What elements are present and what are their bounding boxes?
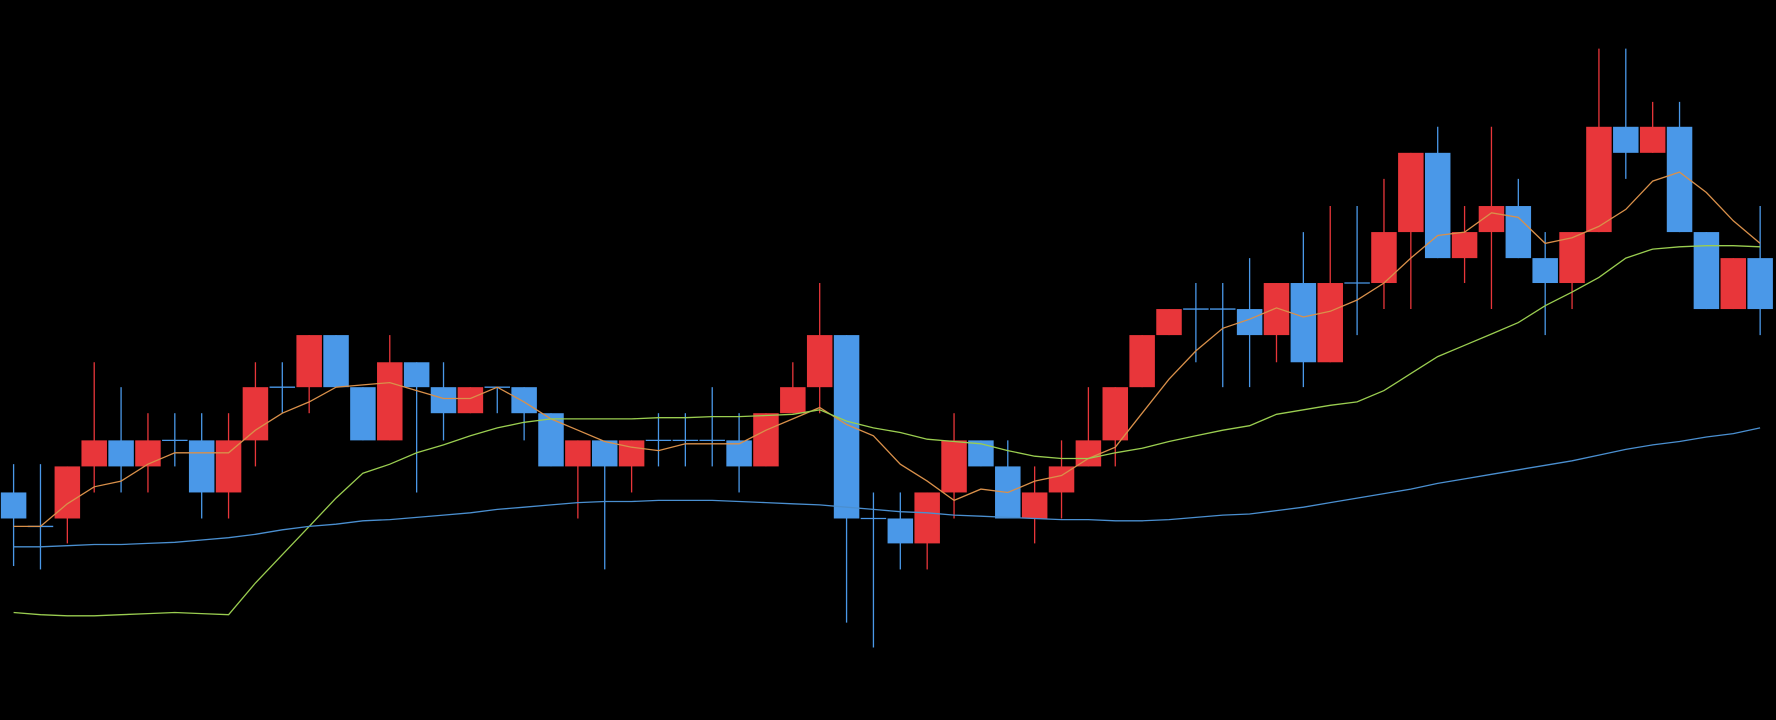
- candle-body: [1317, 283, 1343, 363]
- candle-body: [1639, 126, 1666, 153]
- candle-body: [1532, 258, 1558, 284]
- candle-body: [1559, 232, 1585, 284]
- candle-body: [1747, 258, 1773, 310]
- candle-body: [1720, 258, 1747, 310]
- candle-body: [54, 466, 81, 519]
- candle-body: [914, 492, 940, 544]
- candle-body: [753, 413, 779, 467]
- candle-body: [430, 387, 457, 414]
- candle-body: [215, 440, 242, 493]
- candle-body: [403, 362, 430, 388]
- candle-body: [1451, 232, 1478, 259]
- candle-body: [806, 335, 833, 388]
- candle-body: [1613, 126, 1639, 153]
- candle-body: [1424, 152, 1451, 259]
- candle-body: [1102, 387, 1129, 441]
- candle-body: [242, 387, 269, 441]
- candle-body: [1290, 283, 1317, 363]
- candle-body: [108, 440, 134, 467]
- candle-body: [511, 387, 537, 414]
- candle-body: [377, 362, 403, 441]
- candle-body: [591, 440, 618, 467]
- candle-body: [538, 413, 564, 467]
- candle-body: [135, 440, 161, 467]
- moving-average-line: [13, 245, 1761, 617]
- candle-body: [350, 387, 376, 441]
- moving-average-line: [13, 427, 1761, 548]
- candle-body: [968, 440, 994, 467]
- candle-body: [1021, 492, 1048, 519]
- candle-body: [833, 335, 860, 519]
- candle-body: [188, 440, 215, 493]
- candle-body: [1505, 206, 1532, 259]
- candle-body: [1666, 126, 1693, 233]
- moving-average-line: [13, 171, 1761, 528]
- candle-body: [1156, 309, 1182, 336]
- candle-body: [323, 335, 349, 388]
- candle-body: [1129, 335, 1155, 388]
- candle-body: [1693, 232, 1720, 310]
- candle-body: [1398, 152, 1424, 233]
- candle-body: [1075, 440, 1102, 467]
- candle-body: [726, 440, 752, 467]
- candle-body: [941, 440, 967, 493]
- candle-body: [81, 440, 107, 467]
- candle-body: [0, 492, 27, 519]
- candle-body: [457, 387, 484, 414]
- candle-body: [780, 387, 806, 414]
- candle-body: [1263, 283, 1290, 336]
- candle-body: [565, 440, 591, 467]
- candle-body: [296, 335, 322, 388]
- candle-body: [618, 440, 645, 467]
- candle-body: [1586, 126, 1612, 233]
- candle-body: [887, 518, 914, 544]
